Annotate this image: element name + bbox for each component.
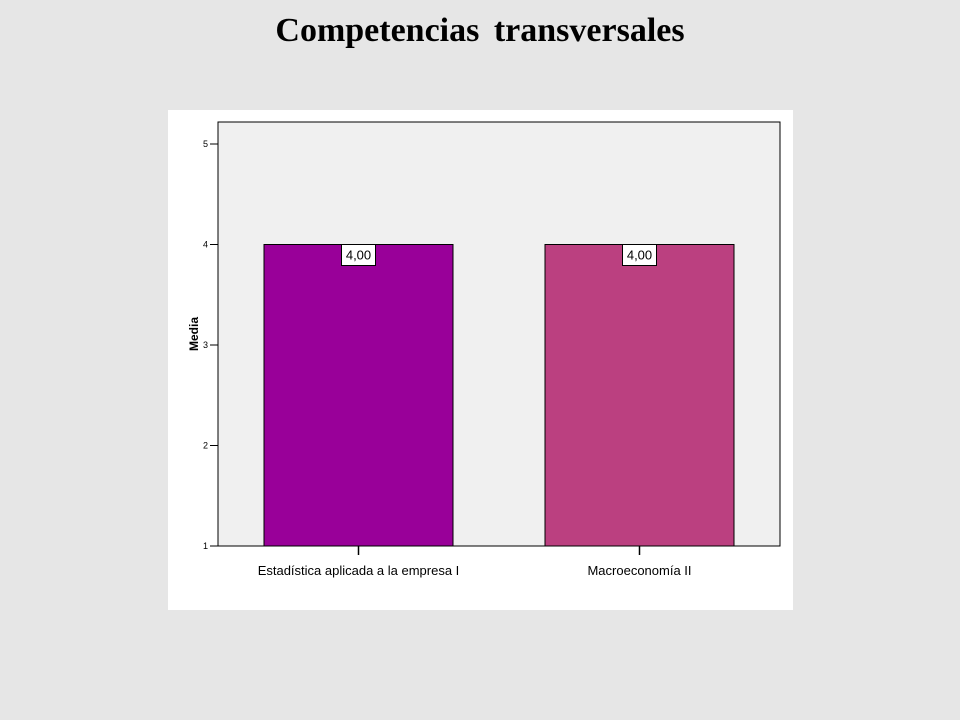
slide-title: Competencias transversales	[275, 12, 685, 49]
bar	[263, 244, 454, 547]
bars: 4,00 4,00	[263, 244, 735, 547]
data-label-box	[341, 244, 376, 266]
y-tick-label: 5	[203, 139, 208, 149]
data-label: 4,00	[627, 248, 652, 263]
bar-chart: 1 2 3 4 5 4,00 4,00 Estadística aplicada a la…	[187, 121, 781, 578]
x-tick-label: Macroeconomía II	[587, 563, 691, 578]
bar	[544, 244, 735, 547]
y-tick-label: 1	[203, 541, 208, 551]
x-tick-label: Estadística aplicada a la empresa I	[258, 563, 460, 578]
y-tick-label: 2	[203, 441, 208, 451]
y-tick-label: 4	[203, 240, 208, 250]
y-axis-label: Media	[187, 317, 201, 351]
y-axis: 1 2 3 4 5	[203, 139, 218, 551]
y-tick-label: 3	[203, 340, 208, 350]
chart-panel: 1 2 3 4 5 4,00 4,00 Estadística aplicada a la…	[168, 110, 793, 610]
data-label: 4,00	[346, 248, 371, 263]
x-axis: Estadística aplicada a la empresa I Macro…	[258, 546, 692, 578]
data-label-box	[622, 244, 657, 266]
